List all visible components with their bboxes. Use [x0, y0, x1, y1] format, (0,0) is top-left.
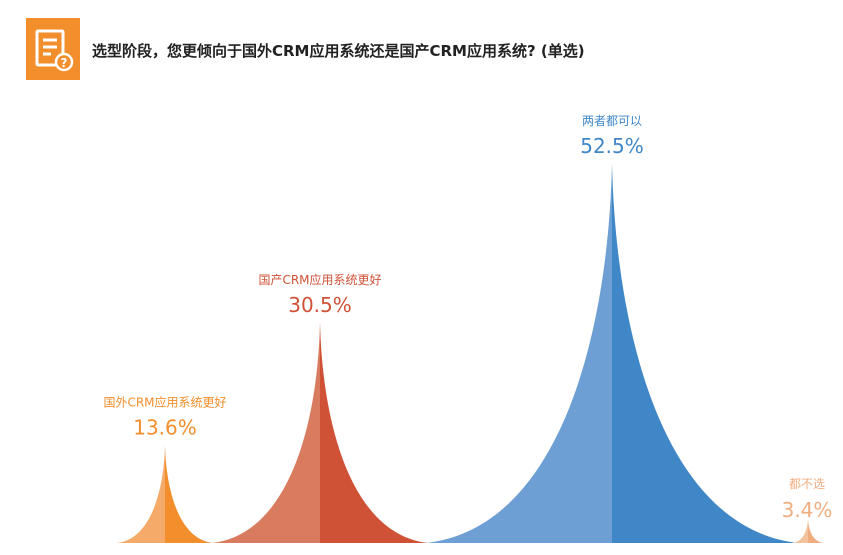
- chart-marks: [117, 163, 824, 543]
- peak-both-right: [612, 163, 798, 543]
- category-label-neither: 都不选: [789, 477, 825, 491]
- chart-header: ? 选型阶段，您更倾向于国外CRM应用系统还是国产CRM应用系统? (单选): [26, 18, 826, 80]
- peak-both-left: [426, 163, 612, 543]
- value-label-both: 52.5%: [580, 134, 644, 158]
- svg-text:?: ?: [61, 56, 68, 70]
- peak-intl-left: [117, 444, 165, 543]
- value-label-neither: 3.4%: [782, 498, 833, 522]
- category-label-intl: 国外CRM应用系统更好: [103, 395, 226, 410]
- category-label-domestic: 国产CRM应用系统更好: [258, 272, 381, 287]
- value-label-domestic: 30.5%: [288, 293, 352, 317]
- value-label-intl: 13.6%: [133, 416, 197, 440]
- questionnaire-icon: ?: [26, 18, 80, 80]
- peak-domestic-right: [320, 322, 428, 543]
- peak-intl-right: [165, 444, 213, 543]
- peak-neither-left: [792, 518, 808, 543]
- category-label-both: 两者都可以: [582, 114, 642, 128]
- peak-neither-right: [808, 518, 824, 543]
- chart-labels: 国外CRM应用系统更好 13.6% 国产CRM应用系统更好 30.5% 两者都可以 52.…: [103, 114, 832, 522]
- peak-domestic-left: [212, 322, 320, 543]
- chart-title: 选型阶段，您更倾向于国外CRM应用系统还是国产CRM应用系统? (单选): [92, 42, 585, 60]
